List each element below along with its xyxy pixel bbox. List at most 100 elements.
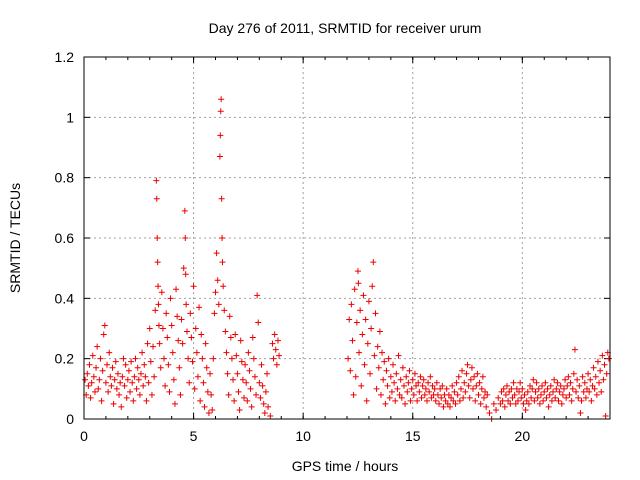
data-point	[482, 388, 489, 395]
data-point	[265, 403, 272, 410]
data-point	[233, 352, 240, 359]
data-point	[465, 382, 472, 389]
data-point	[217, 108, 224, 115]
data-point	[260, 400, 267, 407]
data-point	[415, 379, 422, 386]
data-point	[408, 385, 415, 392]
data-point	[597, 367, 604, 374]
data-point	[379, 349, 386, 356]
data-point	[173, 286, 180, 293]
data-point	[135, 376, 142, 383]
data-point	[462, 388, 469, 395]
data-point	[577, 409, 584, 416]
data-point	[519, 385, 526, 392]
data-point	[276, 352, 283, 359]
data-point	[376, 328, 383, 335]
data-point	[531, 397, 538, 404]
data-point	[175, 337, 182, 344]
data-point	[516, 388, 523, 395]
data-point	[264, 370, 271, 377]
data-point	[397, 376, 404, 383]
data-point	[384, 382, 391, 389]
data-point	[525, 400, 532, 407]
data-point	[490, 400, 497, 407]
data-point	[513, 385, 520, 392]
data-point	[203, 364, 210, 371]
data-point	[186, 379, 193, 386]
data-point	[581, 379, 588, 386]
data-point	[205, 409, 212, 416]
data-point	[242, 361, 249, 368]
data-point	[363, 397, 370, 404]
data-point	[162, 382, 169, 389]
data-point	[144, 340, 151, 347]
data-point	[527, 382, 534, 389]
data-point	[216, 153, 223, 160]
data-point	[588, 397, 595, 404]
data-point	[467, 376, 474, 383]
data-point	[603, 370, 610, 377]
data-point	[522, 406, 529, 413]
data-point	[210, 355, 217, 362]
data-point	[486, 409, 493, 416]
data-point	[509, 394, 516, 401]
data-point	[586, 388, 593, 395]
data-point	[243, 379, 250, 386]
data-point	[499, 397, 506, 404]
data-point	[212, 289, 219, 296]
data-point	[262, 388, 269, 395]
data-point	[479, 373, 486, 380]
data-point	[191, 385, 198, 392]
data-point	[101, 322, 108, 329]
data-point	[197, 397, 204, 404]
data-point	[428, 394, 435, 401]
data-point	[130, 397, 137, 404]
data-point	[178, 316, 185, 323]
data-point	[250, 355, 257, 362]
data-point	[141, 361, 148, 368]
data-point	[545, 403, 552, 410]
data-point	[270, 355, 277, 362]
data-point	[107, 373, 114, 380]
data-point	[234, 370, 241, 377]
data-point	[547, 382, 554, 389]
data-point	[231, 397, 238, 404]
data-point	[209, 406, 216, 413]
data-point	[390, 361, 397, 368]
data-point	[192, 325, 199, 332]
data-point	[105, 388, 112, 395]
data-point	[201, 403, 208, 410]
data-point	[395, 352, 402, 359]
y-tick-labels: 0 0.2 0.4 0.6 0.8 1 1.2	[55, 49, 75, 427]
plot-frame	[83, 56, 611, 420]
data-point	[253, 391, 260, 398]
data-point	[445, 391, 452, 398]
data-point	[110, 400, 117, 407]
data-point	[142, 373, 149, 380]
data-point	[255, 319, 262, 326]
data-point	[385, 355, 392, 362]
data-point	[562, 376, 569, 383]
data-point	[176, 364, 183, 371]
data-point	[180, 265, 187, 272]
data-point	[218, 96, 225, 103]
data-point	[169, 349, 176, 356]
data-point	[143, 397, 150, 404]
data-point	[475, 391, 482, 398]
data-point	[84, 370, 91, 377]
data-point	[512, 400, 519, 407]
x-axis-label: GPS time / hours	[292, 458, 399, 474]
data-point	[550, 388, 557, 395]
data-point	[256, 379, 263, 386]
data-point	[272, 346, 279, 353]
data-point	[150, 343, 157, 350]
data-point	[254, 292, 261, 299]
data-point	[170, 376, 177, 383]
data-point	[575, 394, 582, 401]
data-point	[108, 382, 115, 389]
data-point	[171, 400, 178, 407]
data-point	[392, 397, 399, 404]
data-point	[372, 310, 379, 317]
data-point	[112, 358, 119, 365]
data-point	[194, 373, 201, 380]
